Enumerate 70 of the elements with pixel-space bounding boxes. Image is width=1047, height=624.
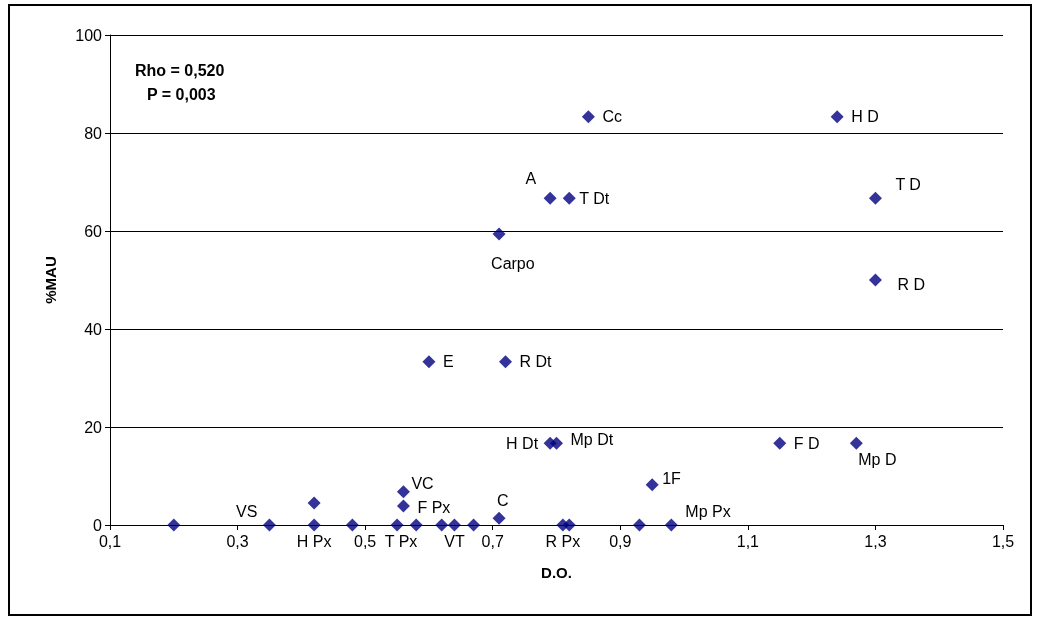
annotation: E bbox=[442, 353, 454, 371]
y-tick-label: 80 bbox=[84, 124, 103, 142]
point bbox=[632, 518, 646, 532]
point bbox=[562, 191, 576, 205]
x-axis-title: D.O. bbox=[541, 564, 572, 581]
point bbox=[307, 496, 321, 510]
y-tick-label: 60 bbox=[84, 222, 103, 240]
point bbox=[664, 518, 678, 532]
point bbox=[581, 110, 595, 124]
point bbox=[345, 518, 359, 532]
point bbox=[396, 499, 410, 513]
x-tick-label: 0,9 bbox=[609, 532, 632, 550]
annotation: R Px bbox=[545, 532, 581, 550]
annotation: H D bbox=[851, 108, 879, 126]
point bbox=[307, 518, 321, 532]
annotation: Cc bbox=[602, 108, 622, 126]
point bbox=[550, 436, 563, 450]
point bbox=[396, 485, 410, 499]
annotation: F D bbox=[793, 434, 820, 452]
annotation: 1F bbox=[662, 470, 682, 488]
point bbox=[492, 227, 506, 241]
point bbox=[868, 191, 882, 205]
point bbox=[262, 518, 276, 532]
y-tick-label: 20 bbox=[84, 418, 103, 436]
x-tick-label: 0,5 bbox=[354, 532, 377, 550]
point bbox=[447, 518, 461, 532]
point bbox=[562, 518, 576, 532]
point bbox=[773, 436, 787, 450]
y-tick-label: 40 bbox=[84, 320, 103, 338]
annotation: H Dt bbox=[506, 434, 539, 452]
annotation: R D bbox=[897, 275, 925, 293]
annotation: C bbox=[497, 491, 509, 509]
annotation: T D bbox=[895, 175, 921, 193]
annotation: F Px bbox=[417, 499, 451, 517]
point bbox=[498, 355, 512, 369]
annotation: R Dt bbox=[519, 353, 553, 371]
y-axis-title: %MAU bbox=[42, 256, 59, 304]
point bbox=[830, 110, 844, 124]
point bbox=[868, 273, 882, 287]
point bbox=[492, 511, 506, 525]
annotation: T Dt bbox=[579, 189, 610, 207]
point bbox=[435, 518, 449, 532]
annotation: A bbox=[525, 169, 537, 187]
y-tick-label: 100 bbox=[75, 26, 103, 44]
x-tick-label: 0,1 bbox=[98, 532, 122, 550]
annotation: VC bbox=[411, 475, 434, 493]
annotation: Rho = 0,520 bbox=[135, 61, 225, 79]
annotation: T Px bbox=[384, 532, 418, 550]
point bbox=[167, 518, 181, 532]
point bbox=[409, 518, 423, 532]
x-tick-label: 0,3 bbox=[226, 532, 249, 550]
annotation: P = 0,003 bbox=[147, 85, 216, 103]
annotation: VS bbox=[236, 502, 258, 520]
annotation: Carpo bbox=[491, 255, 535, 273]
point bbox=[849, 436, 863, 450]
point bbox=[543, 191, 557, 205]
point bbox=[422, 355, 436, 369]
point bbox=[467, 518, 481, 532]
annotation: Mp Px bbox=[685, 502, 731, 520]
point bbox=[390, 518, 404, 532]
annotation: H Px bbox=[296, 532, 332, 550]
x-tick-label: 1,3 bbox=[864, 532, 887, 550]
annotation: Mp D bbox=[858, 450, 897, 468]
annotation: VT bbox=[444, 532, 465, 550]
y-tick-label: 0 bbox=[93, 516, 103, 534]
x-tick-label: 1,5 bbox=[991, 532, 1015, 550]
annotation: Mp Dt bbox=[570, 430, 614, 448]
x-tick-label: 0,7 bbox=[481, 532, 504, 550]
point bbox=[645, 478, 659, 492]
x-tick-label: 1,1 bbox=[736, 532, 760, 550]
